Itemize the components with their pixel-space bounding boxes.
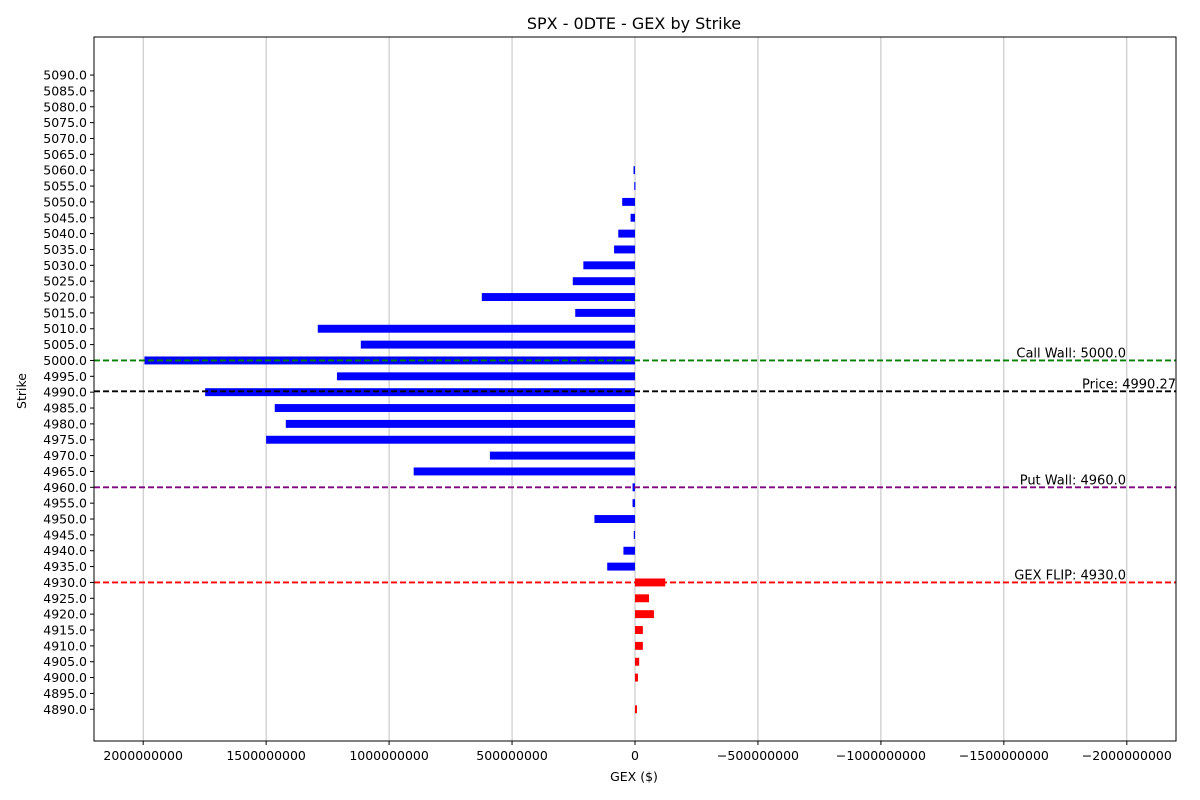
x-tick-label: 1500000000 [226,748,306,763]
bar-strike-4900 [635,673,638,682]
bar-strike-5030 [583,261,635,270]
y-tick-label: 4910.0 [43,638,87,653]
x-tick-label: −1000000000 [836,748,926,763]
bar-strike-5060 [633,166,635,175]
y-tick-label: 4905.0 [43,654,87,669]
x-tick-label: 0 [631,748,639,763]
y-tick-label: 5060.0 [43,163,87,178]
y-tick-label: 5050.0 [43,194,87,209]
x-tick-label: −1500000000 [959,748,1049,763]
bar-strike-5025 [572,277,635,286]
y-tick-label: 4895.0 [43,686,87,701]
bar-strike-5000 [144,356,635,365]
y-tick-label: 5015.0 [43,305,87,320]
x-axis-ticks: 2000000000 1500000000 1000000000 500000000 0… [103,741,1172,763]
y-tick-label: 4965.0 [43,464,87,479]
price-label: Price: 4990.27 [1082,377,1176,392]
bar-strike-4940 [623,546,635,555]
bar-strike-4910 [635,641,643,650]
reference-lines [94,359,1176,584]
bar-strike-4955 [632,499,635,508]
bar-strike-4925 [635,594,650,603]
y-tick-label: 5080.0 [43,99,87,114]
y-tick-label: 5005.0 [43,337,87,352]
gex-flip-label: GEX FLIP: 4930.0 [1014,568,1126,583]
y-tick-label: 4950.0 [43,512,87,527]
y-tick-label: 5040.0 [43,226,87,241]
bar-strike-4945 [633,530,635,539]
y-tick-label: 5035.0 [43,242,87,257]
bar-strike-4935 [607,562,635,571]
y-tick-label: 4920.0 [43,607,87,622]
y-tick-label: 5000.0 [43,353,87,368]
bar-strike-4890 [635,705,637,714]
bar-strike-5055 [634,182,636,191]
put-wall-label: Put Wall: 4960.0 [1020,473,1126,488]
bar-strike-5050 [622,197,635,206]
bar-strike-4985 [274,404,635,412]
y-tick-label: 5010.0 [43,321,87,336]
bar-strike-4905 [635,657,640,666]
bar-strike-4920 [635,610,654,619]
y-tick-label: 5075.0 [43,115,87,130]
bar-strike-4915 [635,626,643,634]
y-tick-label: 4955.0 [43,496,87,511]
x-tick-label: 2000000000 [103,748,183,763]
y-tick-label: 4980.0 [43,416,87,431]
y-tick-label: 4945.0 [43,527,87,542]
bar-strike-4980 [285,419,635,428]
bar-strike-4965 [413,467,635,476]
y-tick-label: 5070.0 [43,131,87,146]
bar-strike-5020 [481,293,635,301]
y-tick-label: 4935.0 [43,559,87,574]
y-tick-label: 4900.0 [43,670,87,685]
y-tick-label: 4940.0 [43,543,87,558]
y-tick-label: 4960.0 [43,480,87,495]
y-tick-label: 5090.0 [43,68,87,83]
annotations: Call Wall: 5000.0 Price: 4990.27 Put Wall:… [1014,346,1176,583]
y-tick-label: 5045.0 [43,210,87,225]
y-tick-label: 4975.0 [43,432,87,447]
bar-strike-5010 [317,324,635,333]
y-axis-label: Strike [14,373,29,409]
bar-strike-4930 [635,578,666,587]
call-wall-label: Call Wall: 5000.0 [1016,346,1126,361]
bar-strike-5035 [614,245,635,254]
bar-strike-4970 [489,451,635,460]
y-tick-label: 5020.0 [43,290,87,305]
y-tick-label: 5055.0 [43,179,87,194]
bar-strike-4950 [594,515,635,523]
bar-strike-5005 [360,340,635,349]
y-tick-label: 4985.0 [43,401,87,416]
x-tick-label: −500000000 [717,748,799,763]
bar-strike-4995 [336,372,635,381]
x-tick-label: 1000000000 [349,748,429,763]
bar-strike-5015 [575,308,635,317]
y-tick-label: 5025.0 [43,274,87,289]
x-tick-label: 500000000 [476,748,548,763]
bar-strike-4975 [266,435,635,444]
y-tick-label: 4990.0 [43,385,87,400]
bar-strike-4960 [632,483,635,492]
chart-title: SPX - 0DTE - GEX by Strike [527,14,741,33]
bar-strike-5045 [630,213,635,222]
y-tick-label: 5065.0 [43,147,87,162]
y-axis-ticks: 4890.04895.04900.04905.04910.04915.04920… [43,68,94,717]
y-tick-label: 4930.0 [43,575,87,590]
x-tick-label: −2000000000 [1082,748,1172,763]
bar-strike-5040 [618,229,635,238]
y-tick-label: 5030.0 [43,258,87,273]
y-tick-label: 4925.0 [43,591,87,606]
y-tick-label: 4970.0 [43,448,87,463]
x-axis-label: GEX ($) [610,769,658,784]
y-tick-label: 4915.0 [43,623,87,638]
y-tick-label: 4995.0 [43,369,87,384]
y-tick-label: 4890.0 [43,702,87,717]
y-tick-label: 5085.0 [43,83,87,98]
bars [144,166,666,714]
